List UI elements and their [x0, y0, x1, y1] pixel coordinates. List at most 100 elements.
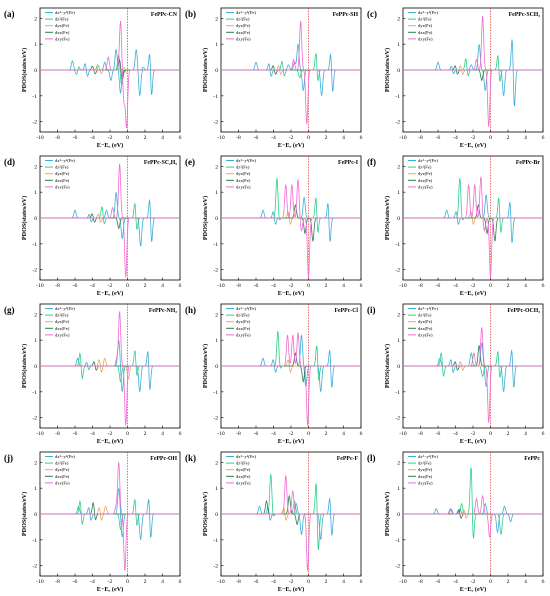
x-tick-label: 4 [161, 283, 164, 289]
x-tick-label: -4 [271, 283, 276, 289]
legend-label: dz²(Fe) [418, 313, 432, 318]
x-tick-label: -2 [289, 431, 294, 437]
panel-tag: (h) [185, 305, 196, 315]
legend-label: dz²(Fe) [55, 17, 69, 22]
y-tick-label: 0 [215, 512, 218, 518]
legend-label: dxy(Fe) [418, 36, 433, 41]
panel-tag: (b) [185, 9, 196, 19]
y-tick-label: 2 [215, 460, 218, 466]
x-tick-label: -4 [453, 135, 458, 141]
panel-tag: (a) [4, 9, 15, 19]
x-tick-label: -4 [453, 579, 458, 585]
curves-group [403, 15, 543, 127]
x-tick-label: -8 [418, 579, 423, 585]
panel-title: FePPc-SH [333, 12, 359, 18]
panel-title: FePPc-OCH₃ [507, 308, 540, 314]
x-tick-label: 2 [325, 135, 328, 141]
x-tick-label: -10 [399, 283, 407, 289]
x-tick-label: 0 [489, 431, 492, 437]
y-tick-label: -1 [213, 94, 218, 100]
x-tick-label: -8 [236, 135, 241, 141]
legend: dx²−y²(Fe) dz²(Fe)dyz(Fe) dxz(Fe)dxy(Fe) [226, 306, 256, 337]
legend-label: dxz(Fe) [418, 30, 433, 35]
x-tick-label: -8 [55, 579, 60, 585]
dx2y2-line [403, 342, 543, 392]
x-tick-label: 4 [342, 283, 345, 289]
legend-label: dz²(Fe) [418, 17, 432, 22]
x-tick-label: -10 [36, 431, 44, 437]
y-tick-label: 1 [34, 338, 37, 344]
legend-label: dx²−y²(Fe) [55, 454, 75, 459]
panel-tag: (i) [367, 305, 376, 315]
x-tick-label: -4 [90, 579, 95, 585]
x-tick-label: 2 [507, 283, 510, 289]
x-tick-label: -6 [73, 283, 78, 289]
x-tick-label: -6 [73, 135, 78, 141]
legend-label: dxz(Fe) [418, 178, 433, 183]
panel-tag: (d) [4, 157, 15, 167]
x-tick-label: 0 [126, 579, 129, 585]
y-tick-label: 0 [34, 216, 37, 222]
y-tick-label: 1 [34, 486, 37, 492]
x-axis-label: E−Eₒ (eV) [97, 290, 123, 297]
legend-label: dxy(Fe) [236, 332, 251, 337]
legend-label: dz²(Fe) [236, 461, 250, 466]
x-tick-label: -8 [236, 283, 241, 289]
legend: dx²−y²(Fe) dz²(Fe)dyz(Fe) dxz(Fe)dxy(Fe) [226, 10, 256, 41]
curves-group [40, 311, 180, 426]
x-axis-label: E−Eₒ (eV) [278, 438, 304, 445]
legend-label: dyz(Fe) [236, 319, 251, 324]
curves-group [403, 176, 543, 278]
y-tick-label: -2 [32, 564, 37, 570]
x-tick-label: -8 [236, 579, 241, 585]
legend-label: dxz(Fe) [55, 326, 70, 331]
x-tick-label: -6 [436, 135, 441, 141]
x-tick-label: -10 [36, 135, 44, 141]
dxy-line [221, 20, 361, 125]
x-tick-label: 6 [360, 431, 363, 437]
curves-group [40, 163, 180, 278]
y-tick-label: 2 [34, 312, 37, 318]
y-tick-label: 0 [397, 512, 400, 518]
x-axis-label: E−Eₒ (eV) [460, 438, 486, 445]
x-tick-label: -6 [436, 283, 441, 289]
legend-label: dxz(Fe) [236, 326, 251, 331]
x-tick-label: -8 [418, 431, 423, 437]
dyz-line [40, 357, 180, 380]
x-tick-label: 6 [542, 283, 545, 289]
legend-label: dxz(Fe) [418, 474, 433, 479]
y-tick-label: -2 [32, 120, 37, 126]
y-axis-label: PDOS(states/eV) [202, 492, 209, 536]
x-tick-label: -4 [90, 283, 95, 289]
legend-label: dx²−y²(Fe) [55, 10, 75, 15]
panel-title: FePPc-OH [150, 456, 177, 462]
y-tick-label: 0 [215, 68, 218, 74]
y-tick-label: 0 [34, 364, 37, 370]
dz2-line [40, 498, 180, 531]
y-tick-label: 0 [34, 68, 37, 74]
panel-title: FePPc-CN [151, 12, 178, 18]
legend-label: dz²(Fe) [55, 461, 69, 466]
x-tick-label: 6 [179, 431, 182, 437]
dx2y2-line [40, 192, 180, 247]
x-tick-label: -4 [271, 135, 276, 141]
x-tick-label: 4 [342, 135, 345, 141]
legend: dx²−y²(Fe) dz²(Fe)dyz(Fe) dxz(Fe)dxy(Fe) [45, 158, 75, 189]
dxy-line [40, 163, 180, 278]
x-tick-label: -2 [289, 135, 294, 141]
legend-label: dz²(Fe) [236, 313, 250, 318]
legend-label: dyz(Fe) [55, 171, 70, 176]
panel-title: FePPc-F [337, 456, 359, 462]
x-tick-label: 0 [307, 283, 310, 289]
x-tick-label: -2 [471, 431, 476, 437]
y-tick-label: -1 [213, 390, 218, 396]
curves-group [403, 327, 543, 423]
x-tick-label: 2 [144, 431, 147, 437]
y-tick-label: -1 [213, 242, 218, 248]
x-tick-label: -6 [436, 431, 441, 437]
legend: dx²−y²(Fe) dz²(Fe)dyz(Fe) dxz(Fe)dxy(Fe) [408, 306, 438, 337]
legend-label: dz²(Fe) [236, 17, 250, 22]
panel-title: FePPc [524, 456, 540, 462]
y-axis-label: PDOS(states/eV) [202, 48, 209, 92]
